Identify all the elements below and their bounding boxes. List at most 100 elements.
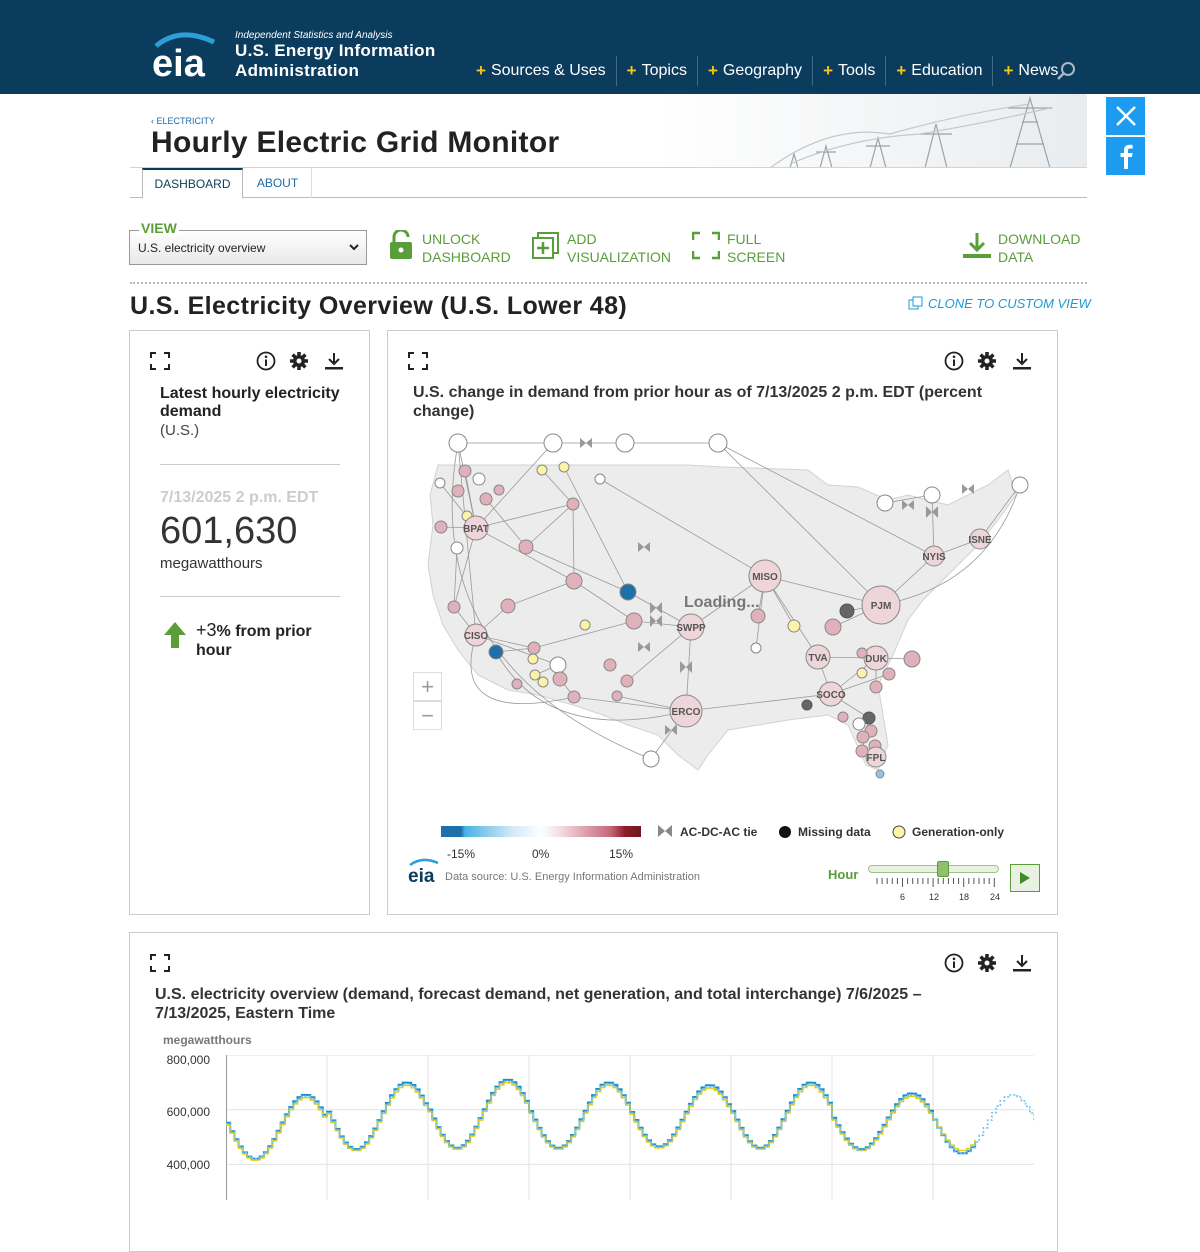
- ba-node[interactable]: [511, 678, 523, 690]
- ba-node-circle[interactable]: [448, 433, 468, 453]
- nav-item-tools[interactable]: + Tools: [813, 56, 887, 86]
- ba-node-circle[interactable]: [856, 730, 870, 744]
- ba-node-circle[interactable]: [611, 690, 623, 702]
- ba-node-circle[interactable]: [839, 603, 855, 619]
- ba-node-circle[interactable]: [458, 464, 472, 478]
- ba-node[interactable]: [527, 641, 541, 655]
- ba-node[interactable]: [856, 647, 868, 659]
- download-icon[interactable]: [324, 351, 344, 371]
- facebook-share-button[interactable]: [1106, 137, 1145, 175]
- ba-node[interactable]: [603, 658, 617, 672]
- ba-node[interactable]: [549, 656, 567, 674]
- ba-node-circle[interactable]: [856, 647, 868, 659]
- ba-node-circle[interactable]: [558, 461, 570, 473]
- ba-node[interactable]: [458, 464, 472, 478]
- ba-node-circle[interactable]: [450, 541, 464, 555]
- ba-node-circle[interactable]: [750, 642, 762, 654]
- ba-node[interactable]: [852, 717, 866, 731]
- ba-node-circle[interactable]: [620, 674, 634, 688]
- play-button[interactable]: [1010, 864, 1040, 892]
- ba-node-circle[interactable]: [869, 680, 883, 694]
- ba-node-bpat[interactable]: BPAT: [463, 515, 489, 541]
- ba-node[interactable]: [903, 650, 921, 668]
- ba-node-circle[interactable]: [861, 585, 901, 625]
- ba-node-circle[interactable]: [464, 623, 488, 647]
- ba-node-circle[interactable]: [579, 619, 591, 631]
- ba-node[interactable]: [750, 642, 762, 654]
- ba-node-circle[interactable]: [529, 669, 541, 681]
- nav-item-sources-uses[interactable]: + Sources & Uses: [466, 56, 617, 86]
- ba-node[interactable]: [625, 612, 643, 630]
- ba-node[interactable]: [611, 690, 623, 702]
- ba-node-circle[interactable]: [625, 612, 643, 630]
- ba-node-circle[interactable]: [818, 681, 844, 707]
- ba-node[interactable]: [856, 730, 870, 744]
- ba-node-circle[interactable]: [603, 658, 617, 672]
- ba-node-duk[interactable]: DUK: [863, 645, 889, 671]
- nav-item-topics[interactable]: + Topics: [617, 56, 698, 86]
- ba-node-circle[interactable]: [552, 671, 568, 687]
- ba-node-erco[interactable]: ERCO: [669, 694, 703, 728]
- ba-node[interactable]: [529, 669, 541, 681]
- expand-icon[interactable]: [150, 954, 170, 972]
- ba-node[interactable]: [566, 497, 580, 511]
- ba-node[interactable]: [837, 711, 849, 723]
- add-visualization-button[interactable]: ADD VISUALIZATION: [532, 230, 672, 266]
- ba-nodes[interactable]: BPAT MISO PJM NYIS ISNE CISO SWPP TVA DUK ERCO SOC…: [434, 433, 1029, 779]
- ba-node-circle[interactable]: [619, 583, 637, 601]
- view-select[interactable]: U.S. electricity overview: [129, 230, 367, 265]
- ba-node-circle[interactable]: [594, 473, 606, 485]
- ba-node[interactable]: [839, 603, 855, 619]
- ba-node-circle[interactable]: [669, 694, 703, 728]
- ba-node[interactable]: [801, 699, 813, 711]
- ba-node[interactable]: [567, 690, 581, 704]
- balancing-authority-map[interactable]: BPAT MISO PJM NYIS ISNE CISO SWPP TVA DUK ERCO SOC…: [388, 425, 1056, 820]
- search-icon[interactable]: [1055, 60, 1077, 82]
- ba-node[interactable]: [876, 494, 894, 512]
- info-icon[interactable]: [256, 351, 276, 371]
- ba-node-circle[interactable]: [527, 641, 541, 655]
- ba-node-circle[interactable]: [447, 600, 461, 614]
- ba-node[interactable]: [552, 671, 568, 687]
- ba-node-circle[interactable]: [852, 717, 866, 731]
- ba-node-circle[interactable]: [537, 676, 549, 688]
- zoom-out-button[interactable]: −: [413, 701, 442, 730]
- ba-node-circle[interactable]: [615, 433, 635, 453]
- unlock-dashboard-button[interactable]: UNLOCK DASHBOARD: [389, 230, 511, 266]
- site-name[interactable]: Independent Statistics and Analysis U.S.…: [235, 30, 436, 81]
- hour-slider-track[interactable]: [868, 865, 999, 873]
- overview-line-chart[interactable]: [226, 1055, 1034, 1200]
- ba-node-swpp[interactable]: SWPP: [676, 613, 706, 641]
- eia-logo[interactable]: eia: [150, 28, 220, 80]
- ba-node[interactable]: [875, 769, 885, 779]
- ba-node[interactable]: [787, 619, 801, 633]
- ba-node[interactable]: [923, 486, 941, 504]
- ba-node-circle[interactable]: [824, 618, 842, 636]
- ba-node-circle[interactable]: [865, 746, 887, 768]
- ba-node-circle[interactable]: [463, 515, 489, 541]
- ba-node-circle[interactable]: [527, 653, 539, 665]
- ba-node[interactable]: [488, 644, 504, 660]
- ba-node[interactable]: [619, 583, 637, 601]
- ba-node[interactable]: [527, 653, 539, 665]
- ba-node-nyis[interactable]: NYIS: [922, 545, 946, 567]
- download-icon[interactable]: [1012, 351, 1032, 371]
- ba-node-circle[interactable]: [805, 644, 831, 670]
- ba-node-circle[interactable]: [536, 464, 548, 476]
- download-data-button[interactable]: DOWNLOAD DATA: [962, 230, 1087, 266]
- ba-node[interactable]: [862, 711, 876, 725]
- ba-node[interactable]: [448, 433, 468, 453]
- ba-node-circle[interactable]: [969, 528, 991, 550]
- ba-node-circle[interactable]: [566, 497, 580, 511]
- ba-node-circle[interactable]: [500, 598, 516, 614]
- ba-node[interactable]: [856, 667, 868, 679]
- ba-node-circle[interactable]: [451, 484, 465, 498]
- ba-node-circle[interactable]: [837, 711, 849, 723]
- gear-icon[interactable]: [977, 953, 997, 973]
- ba-node[interactable]: [543, 433, 563, 453]
- ba-node-pjm[interactable]: PJM: [861, 585, 901, 625]
- nav-item-education[interactable]: + Education: [886, 56, 994, 86]
- ba-node-circle[interactable]: [862, 711, 876, 725]
- ba-node-circle[interactable]: [493, 484, 505, 496]
- ba-node-fpl[interactable]: FPL: [865, 746, 887, 768]
